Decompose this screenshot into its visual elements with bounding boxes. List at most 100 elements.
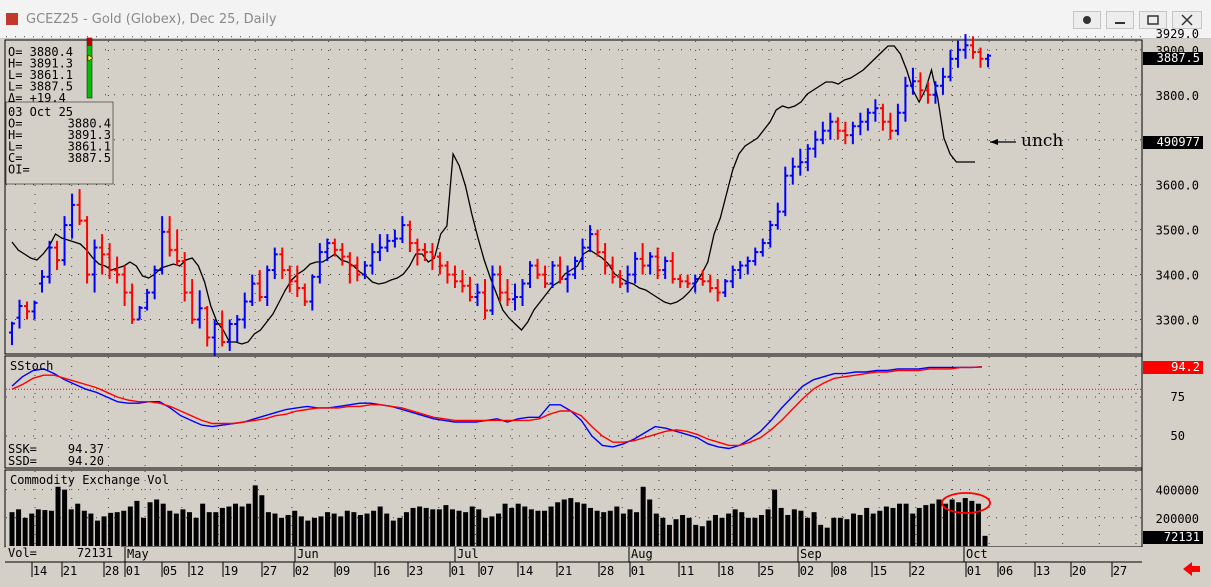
- month-label: Jul: [457, 547, 479, 561]
- price-bar: [114, 256, 121, 284]
- price-panel: [4, 39, 1143, 355]
- volume-bar: [804, 517, 810, 546]
- price-bar: [369, 243, 376, 275]
- ssk-line: [11, 366, 983, 450]
- day-label: 01: [631, 564, 645, 578]
- price-bar: [714, 279, 721, 302]
- price-bar: [617, 270, 624, 289]
- volume-bar: [377, 506, 383, 546]
- scroll-left-arrow-icon[interactable]: [1183, 562, 1200, 576]
- price-bar: [812, 130, 819, 158]
- day-label: 09: [336, 564, 350, 578]
- volume-bar: [831, 517, 837, 546]
- vol-value-box: [6, 546, 121, 560]
- close-button[interactable]: [1172, 11, 1202, 29]
- volume-bar: [259, 495, 265, 546]
- price-bar: [241, 292, 248, 329]
- volume-bar: [233, 503, 239, 546]
- volume-bar: [568, 498, 574, 546]
- open-interest-line: [11, 45, 975, 345]
- vol-value: 72131: [77, 546, 113, 560]
- volume-bar: [745, 517, 751, 546]
- price-axis-area: [1142, 40, 1206, 547]
- volume-bar: [778, 507, 784, 546]
- volume-bar: [390, 520, 396, 546]
- maximize-button[interactable]: [1139, 11, 1167, 29]
- price-bar: [121, 265, 128, 307]
- minimize-button[interactable]: [1106, 11, 1134, 29]
- price-bar: [271, 247, 278, 280]
- volume-bar: [758, 514, 764, 546]
- volume-bar: [680, 514, 686, 546]
- price-bar: [429, 243, 436, 271]
- volume-bar: [482, 517, 488, 546]
- day-label: 14: [33, 564, 47, 578]
- volume-bar: [200, 503, 206, 546]
- volume-bar: [798, 510, 804, 546]
- price-bar: [774, 202, 781, 230]
- settings-button[interactable]: [1073, 11, 1101, 29]
- price-bar: [421, 243, 428, 262]
- volume-bar: [187, 512, 193, 546]
- volume-bar: [134, 500, 140, 546]
- price-bar: [737, 261, 744, 280]
- price-bar: [827, 112, 834, 140]
- price-bar: [557, 256, 564, 284]
- volume-bar: [417, 506, 423, 546]
- volume-bar: [956, 502, 962, 546]
- day-label: 19: [224, 564, 238, 578]
- volume-bar: [614, 506, 620, 546]
- price-bar: [211, 319, 218, 356]
- price-bar: [489, 265, 496, 316]
- price-bar: [647, 252, 654, 275]
- price-axis-tick: 3300.0: [1156, 314, 1199, 328]
- price-bar: [376, 234, 383, 262]
- price-bar: [466, 276, 473, 302]
- strength-marker-icon: [87, 54, 94, 62]
- day-label: 27: [1113, 564, 1127, 578]
- vol-axis-tick: 400000: [1156, 484, 1199, 498]
- day-label: 23: [409, 564, 423, 578]
- stoch-axis-tick: 50: [1171, 429, 1185, 443]
- stoch-title: SStoch: [10, 359, 53, 373]
- price-bar: [264, 265, 271, 307]
- ssd-label: SSD=: [8, 454, 37, 468]
- price-axis-tick: 3800.0: [1156, 89, 1199, 103]
- volume-bar: [489, 516, 495, 546]
- price-bar: [339, 243, 346, 266]
- price-bar: [136, 306, 143, 321]
- price-bar: [767, 220, 774, 248]
- ssd-line: [11, 366, 983, 447]
- price-bar: [294, 265, 301, 298]
- volume-bar: [883, 506, 889, 546]
- volume-bar: [443, 505, 449, 546]
- price-axis-tick: 3500.0: [1156, 224, 1199, 238]
- day-label: 02: [295, 564, 309, 578]
- volume-bar: [239, 506, 245, 546]
- volume-bar: [653, 513, 659, 546]
- volume-bar: [528, 509, 534, 546]
- volume-bar: [706, 520, 712, 546]
- price-bar: [414, 238, 421, 266]
- volume-bar: [634, 512, 640, 546]
- last-price-tag: [1143, 52, 1203, 65]
- price-bar: [797, 148, 804, 176]
- month-label: Aug: [631, 547, 653, 561]
- price-bar: [782, 166, 789, 217]
- volume-bar: [318, 516, 324, 546]
- volume-bar: [403, 512, 409, 546]
- volume-bar: [844, 519, 850, 546]
- volume-bar: [226, 506, 232, 546]
- day-label: 21: [558, 564, 572, 578]
- day-label: 20: [1072, 564, 1086, 578]
- volume-bar: [213, 512, 219, 546]
- volume-bar: [686, 517, 692, 546]
- day-label: 01: [967, 564, 981, 578]
- volume-bar: [969, 500, 975, 546]
- volume-bar: [548, 506, 554, 546]
- date-box-open: 3880.4: [68, 116, 111, 130]
- volume-bar: [173, 513, 179, 546]
- price-bar: [752, 247, 759, 266]
